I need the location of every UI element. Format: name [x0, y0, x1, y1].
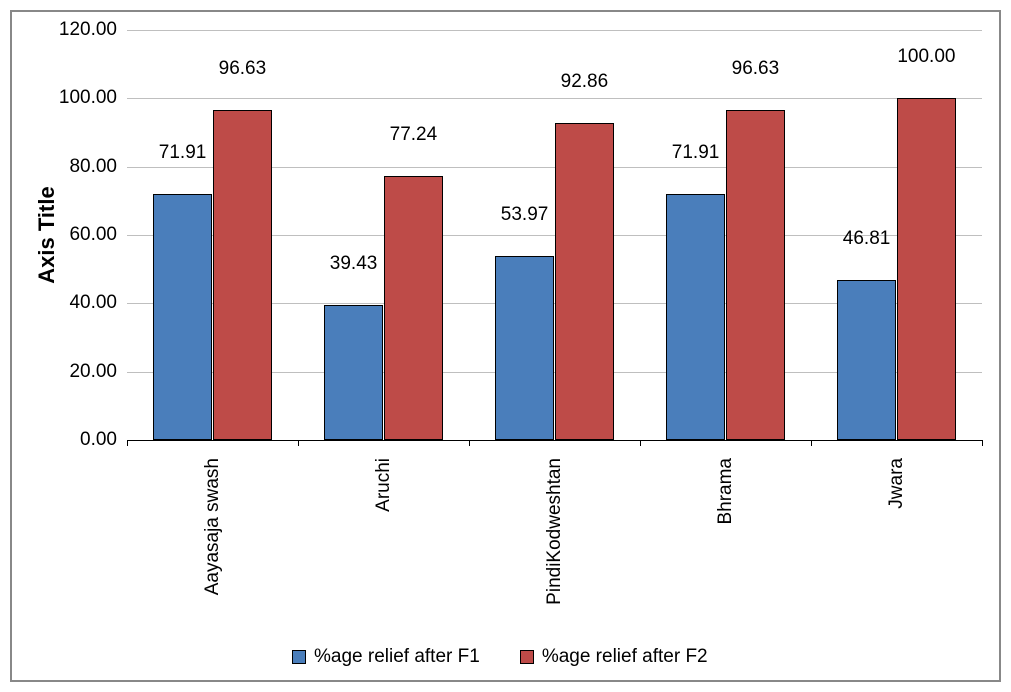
bar: [324, 305, 384, 440]
x-category-label: Jwara: [886, 450, 908, 509]
x-tick: [469, 440, 470, 446]
gridline: [127, 440, 982, 441]
bar: [837, 280, 897, 440]
y-tick-label: 40.00: [69, 292, 127, 314]
bar-value-label: 39.43: [330, 253, 378, 279]
x-tick: [640, 440, 641, 446]
bar: [153, 194, 213, 440]
legend-item: %age relief after F1: [292, 646, 480, 668]
plot-area: 0.0020.0040.0060.0080.00100.00120.0071.9…: [127, 30, 982, 440]
y-tick-label: 80.00: [69, 156, 127, 178]
y-tick-label: 60.00: [69, 224, 127, 246]
legend-label: %age relief after F1: [314, 646, 480, 668]
bar-value-label: 96.63: [732, 58, 780, 84]
legend-item: %age relief after F2: [520, 646, 708, 668]
gridline: [127, 98, 982, 99]
x-category-label: Aruchi: [373, 450, 395, 512]
bar-value-label: 92.86: [561, 71, 609, 97]
x-tick: [127, 440, 128, 446]
legend-swatch: [292, 650, 306, 664]
bar: [555, 123, 615, 440]
bar: [384, 176, 444, 440]
y-tick-label: 120.00: [59, 19, 127, 41]
legend-swatch: [520, 650, 534, 664]
x-category-label: Aayasaja swash: [202, 450, 224, 595]
y-axis-title: Axis Title: [34, 186, 60, 283]
bar-value-label: 53.97: [501, 204, 549, 230]
chart-container: 0.00 20.00 40.00 60.00 80.00 100.00 120.00 71.9…: [10, 10, 1001, 682]
x-category-label: PindiKodweshtan: [544, 450, 566, 605]
x-tick: [298, 440, 299, 446]
bar-value-label: 71.91: [672, 142, 720, 168]
x-tick: [982, 440, 983, 446]
x-tick: [811, 440, 812, 446]
y-tick-label: 100.00: [59, 87, 127, 109]
legend: %age relief after F1 %age relief after F2: [292, 646, 708, 668]
bar: [726, 110, 786, 440]
bar-value-label: 77.24: [390, 124, 438, 150]
gridline: [127, 30, 982, 31]
bar: [495, 256, 555, 440]
y-tick-label: 20.00: [69, 361, 127, 383]
legend-label: %age relief after F2: [542, 646, 708, 668]
bar-value-label: 96.63: [219, 58, 267, 84]
y-tick-label: 0.00: [80, 429, 127, 451]
bar: [897, 98, 957, 440]
bar-value-label: 46.81: [843, 228, 891, 254]
bar: [213, 110, 273, 440]
bar-value-label: 71.91: [159, 142, 207, 168]
x-category-label: Bhrama: [715, 450, 737, 525]
bar-value-label: 100.00: [897, 46, 955, 72]
bar: [666, 194, 726, 440]
